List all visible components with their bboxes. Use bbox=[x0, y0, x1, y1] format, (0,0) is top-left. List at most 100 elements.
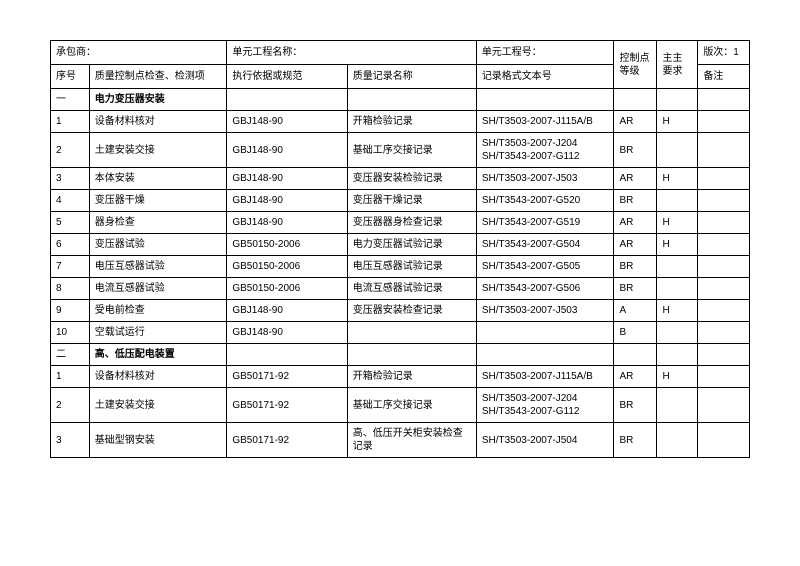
table-cell bbox=[698, 256, 750, 278]
table-cell: 6 bbox=[51, 234, 90, 256]
table-cell: 3 bbox=[51, 168, 90, 190]
table-cell: 变压器器身检查记录 bbox=[347, 212, 476, 234]
table-cell: 电压互感器试验 bbox=[89, 256, 227, 278]
table-cell: SH/T3543-2007-G520 bbox=[476, 190, 614, 212]
table-cell: 受电前检查 bbox=[89, 300, 227, 322]
table-cell: GB50171-92 bbox=[227, 423, 347, 458]
section-cell bbox=[347, 344, 476, 366]
header-row-1: 承包商： 单元工程名称： 单元工程号： 控制点等级 主主要求 版次：1 bbox=[51, 41, 750, 65]
table-cell: GBJ148-90 bbox=[227, 111, 347, 133]
table-cell: 10 bbox=[51, 322, 90, 344]
section-cell bbox=[614, 344, 657, 366]
table-cell bbox=[698, 300, 750, 322]
table-cell: 8 bbox=[51, 278, 90, 300]
table-cell: 2 bbox=[51, 388, 90, 423]
table-cell: GBJ148-90 bbox=[227, 133, 347, 168]
table-cell: 电流互感器试验 bbox=[89, 278, 227, 300]
table-cell: 设备材料核对 bbox=[89, 111, 227, 133]
table-cell: GB50150-2006 bbox=[227, 256, 347, 278]
unitno-label: 单元工程号： bbox=[476, 41, 614, 65]
table-cell bbox=[698, 234, 750, 256]
table-row: 3基础型钢安装GB50171-92高、低压开关柜安装检查记录SH/T3503-2… bbox=[51, 423, 750, 458]
table-cell: H bbox=[657, 300, 698, 322]
table-cell: 5 bbox=[51, 212, 90, 234]
basis-label: 执行依据或规范 bbox=[227, 65, 347, 89]
table-cell: 基础工序交接记录 bbox=[347, 133, 476, 168]
table-row: 5器身检查GBJ148-90变压器器身检查记录SH/T3543-2007-G51… bbox=[51, 212, 750, 234]
table-cell: GBJ148-90 bbox=[227, 300, 347, 322]
table-cell: H bbox=[657, 234, 698, 256]
table-cell bbox=[657, 322, 698, 344]
table-cell: BR bbox=[614, 388, 657, 423]
table-row: 7电压互感器试验GB50150-2006电压互感器试验记录SH/T3543-20… bbox=[51, 256, 750, 278]
table-cell bbox=[657, 256, 698, 278]
table-cell: 7 bbox=[51, 256, 90, 278]
table-cell bbox=[657, 133, 698, 168]
table-row: 10空载试运行GBJ148-90 B bbox=[51, 322, 750, 344]
section-cell bbox=[347, 89, 476, 111]
section-cell bbox=[698, 344, 750, 366]
table-cell: A bbox=[614, 300, 657, 322]
section-row: 一电力变压器安装 bbox=[51, 89, 750, 111]
table-cell: 器身检查 bbox=[89, 212, 227, 234]
table-cell: AR bbox=[614, 212, 657, 234]
table-cell: GBJ148-90 bbox=[227, 190, 347, 212]
table-cell: SH/T3543-2007-G519 bbox=[476, 212, 614, 234]
controllevel-label: 控制点等级 bbox=[614, 41, 657, 89]
table-cell bbox=[698, 168, 750, 190]
table-cell: 电压互感器试验记录 bbox=[347, 256, 476, 278]
table-cell: BR bbox=[614, 278, 657, 300]
table-cell: H bbox=[657, 366, 698, 388]
table-cell: BR bbox=[614, 190, 657, 212]
table-cell: SH/T3503-2007-J503 bbox=[476, 300, 614, 322]
item-label: 质量控制点检查、检测项 bbox=[89, 65, 227, 89]
table-cell: 基础工序交接记录 bbox=[347, 388, 476, 423]
table-cell: 设备材料核对 bbox=[89, 366, 227, 388]
table-cell: GB50171-92 bbox=[227, 366, 347, 388]
table-cell: 1 bbox=[51, 111, 90, 133]
section-cell: 电力变压器安装 bbox=[89, 89, 227, 111]
table-cell: BR bbox=[614, 133, 657, 168]
table-cell: GB50150-2006 bbox=[227, 234, 347, 256]
table-cell: H bbox=[657, 111, 698, 133]
section-cell bbox=[476, 89, 614, 111]
table-cell: SH/T3543-2007-G505 bbox=[476, 256, 614, 278]
table-cell: 土建安装交接 bbox=[89, 388, 227, 423]
table-cell: GBJ148-90 bbox=[227, 322, 347, 344]
table-cell: 高、低压开关柜安装检查记录 bbox=[347, 423, 476, 458]
section-cell bbox=[657, 344, 698, 366]
table-row: 3本体安装GBJ148-90变压器安装检验记录SH/T3503-2007-J50… bbox=[51, 168, 750, 190]
table-cell bbox=[657, 278, 698, 300]
table-cell: 3 bbox=[51, 423, 90, 458]
table-cell bbox=[657, 388, 698, 423]
table-cell bbox=[347, 322, 476, 344]
owner-label: 主主要求 bbox=[657, 41, 698, 89]
table-cell: SH/T3503-2007-J503 bbox=[476, 168, 614, 190]
version-label: 版次：1 bbox=[698, 41, 750, 65]
table-cell: 变压器干燥记录 bbox=[347, 190, 476, 212]
format-label: 记录格式文本号 bbox=[476, 65, 614, 89]
table-cell: GBJ148-90 bbox=[227, 212, 347, 234]
table-cell: B bbox=[614, 322, 657, 344]
table-cell bbox=[698, 278, 750, 300]
table-row: 1设备材料核对GB50171-92开箱检验记录SH/T3503-2007-J11… bbox=[51, 366, 750, 388]
table-cell: SH/T3503-2007-J204SH/T3543-2007-G112 bbox=[476, 388, 614, 423]
table-cell bbox=[698, 388, 750, 423]
table-cell: AR bbox=[614, 111, 657, 133]
table-cell: SH/T3503-2007-J204SH/T3543-2007-G112 bbox=[476, 133, 614, 168]
section-cell: 二 bbox=[51, 344, 90, 366]
section-cell bbox=[227, 344, 347, 366]
table-cell: 4 bbox=[51, 190, 90, 212]
table-cell: GB50150-2006 bbox=[227, 278, 347, 300]
table-cell bbox=[657, 190, 698, 212]
table-row: 4变压器干燥GBJ148-90变压器干燥记录SH/T3543-2007-G520… bbox=[51, 190, 750, 212]
table-cell: 1 bbox=[51, 366, 90, 388]
table-cell bbox=[698, 212, 750, 234]
section-cell bbox=[227, 89, 347, 111]
table-cell: 变压器安装检验记录 bbox=[347, 168, 476, 190]
table-cell: H bbox=[657, 168, 698, 190]
table-row: 9受电前检查GBJ148-90变压器安装检查记录SH/T3503-2007-J5… bbox=[51, 300, 750, 322]
table-cell: 空载试运行 bbox=[89, 322, 227, 344]
table-cell: 电力变压器试验记录 bbox=[347, 234, 476, 256]
unitname-label: 单元工程名称： bbox=[227, 41, 476, 65]
